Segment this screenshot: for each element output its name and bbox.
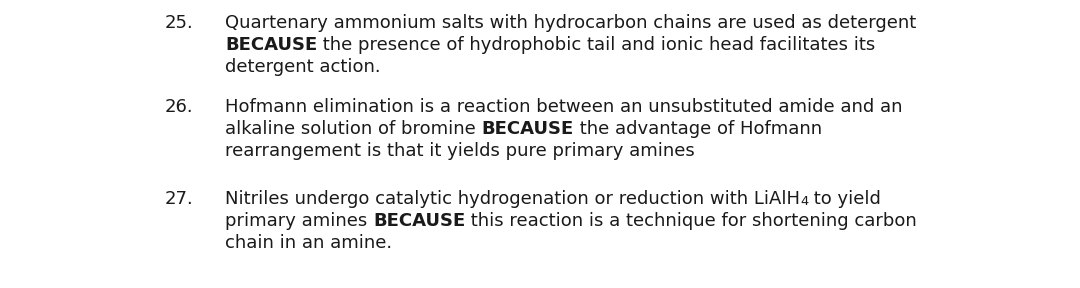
Text: rearrangement is that it yields pure primary amines: rearrangement is that it yields pure pri… xyxy=(225,142,694,160)
Text: Hofmann elimination is a reaction between an unsubstituted amide and an: Hofmann elimination is a reaction betwee… xyxy=(225,98,903,116)
Text: primary amines: primary amines xyxy=(225,212,373,230)
Text: Nitriles undergo catalytic hydrogenation or reduction with LiAlH: Nitriles undergo catalytic hydrogenation… xyxy=(225,190,800,208)
Text: the advantage of Hofmann: the advantage of Hofmann xyxy=(573,120,822,138)
Text: BECAUSE: BECAUSE xyxy=(225,36,318,54)
Text: BECAUSE: BECAUSE xyxy=(373,212,465,230)
Text: Quartenary ammonium salts with hydrocarbon chains are used as detergent: Quartenary ammonium salts with hydrocarb… xyxy=(225,14,916,32)
Text: to yield: to yield xyxy=(808,190,881,208)
Text: 25.: 25. xyxy=(165,14,193,32)
Text: the presence of hydrophobic tail and ionic head facilitates its: the presence of hydrophobic tail and ion… xyxy=(318,36,876,54)
Text: BECAUSE: BECAUSE xyxy=(482,120,573,138)
Text: chain in an amine.: chain in an amine. xyxy=(225,234,392,252)
Text: this reaction is a technique for shortening carbon: this reaction is a technique for shorten… xyxy=(465,212,917,230)
Text: alkaline solution of bromine: alkaline solution of bromine xyxy=(225,120,482,138)
Text: 27.: 27. xyxy=(165,190,193,208)
Text: detergent action.: detergent action. xyxy=(225,58,380,76)
Text: 26.: 26. xyxy=(165,98,193,116)
Text: 4: 4 xyxy=(800,195,808,208)
